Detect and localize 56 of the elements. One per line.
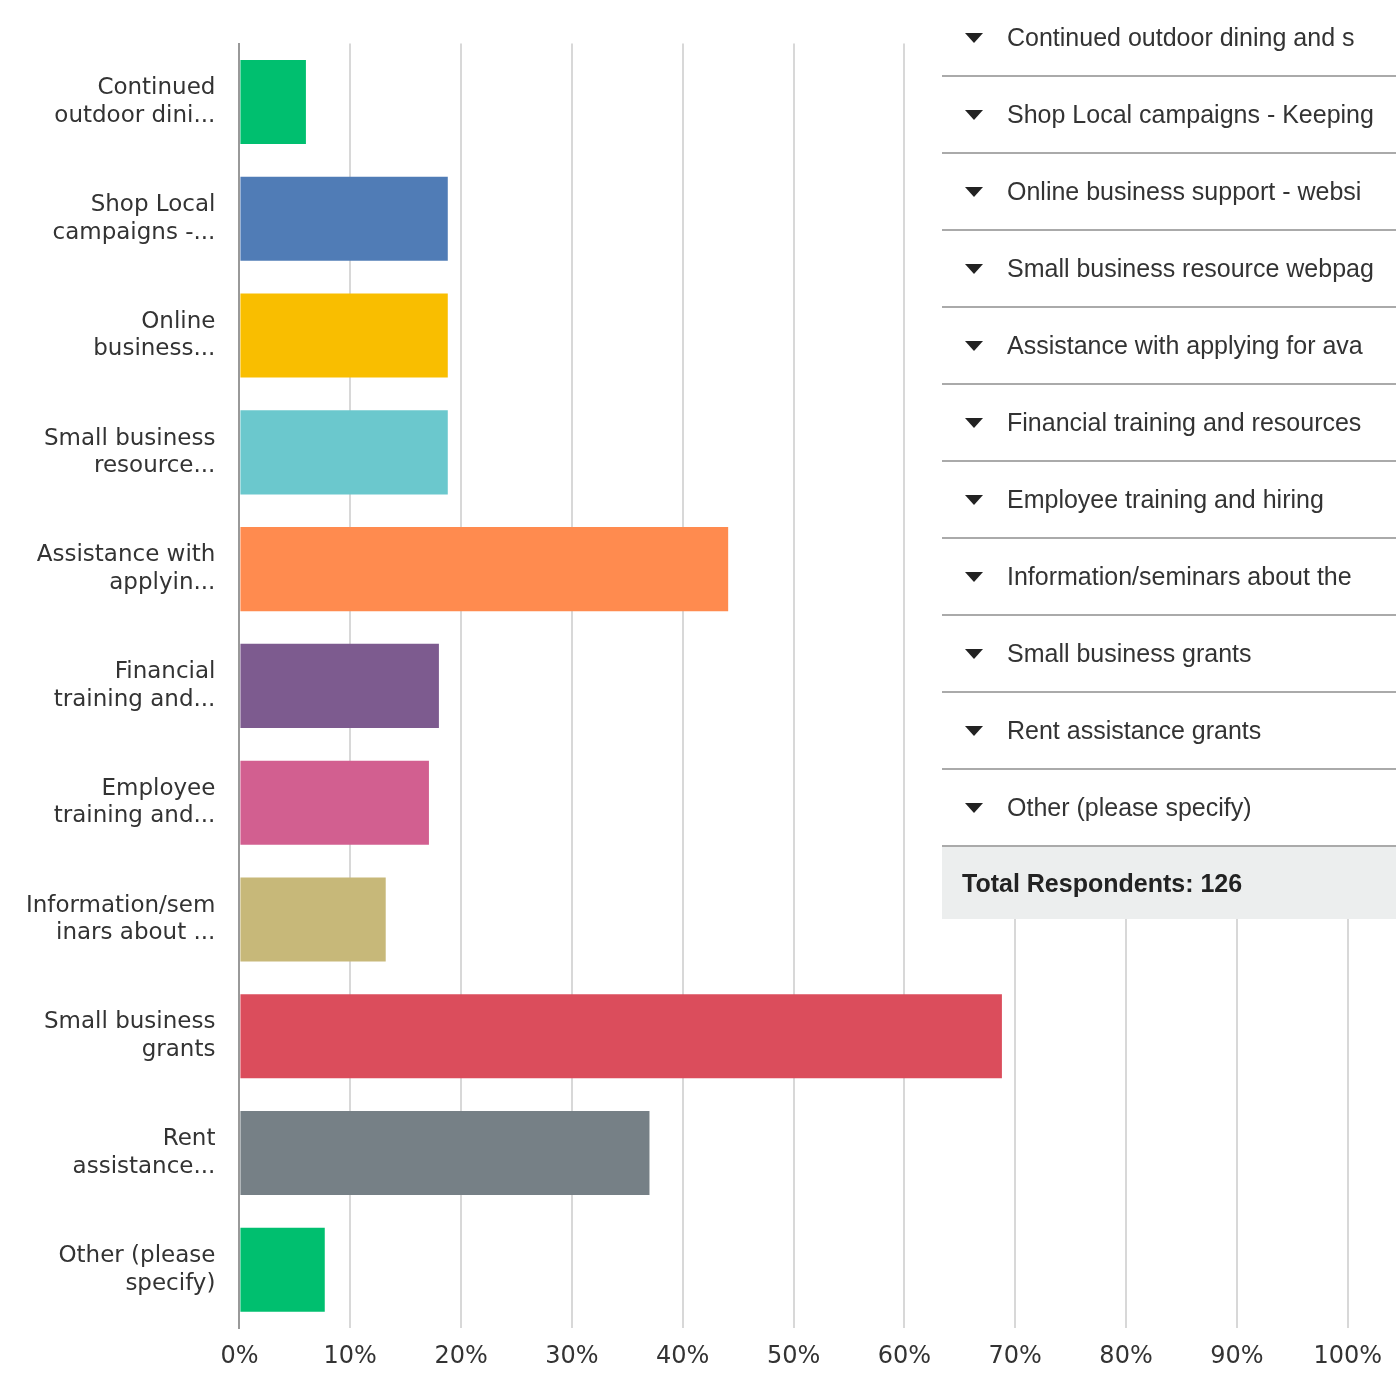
bar xyxy=(240,176,448,261)
table-row: Rent assistance grants xyxy=(942,693,1396,768)
annotation: Financial training and resources xyxy=(1007,408,1362,437)
table-row: Small business grants xyxy=(942,616,1396,691)
bar xyxy=(240,1110,650,1196)
annotation: Small business grants xyxy=(1007,639,1252,668)
x-tick-label: 70% xyxy=(988,1340,1042,1369)
bar xyxy=(240,643,439,728)
x-tick-label: 80% xyxy=(1099,1340,1153,1369)
table-row: Information/seminars about the xyxy=(942,539,1396,614)
y-tick-label: Information/seminars about ... xyxy=(25,890,216,945)
table-row: Continued outdoor dining and s xyxy=(942,0,1396,75)
x-tick-label: 20% xyxy=(434,1340,488,1369)
bar xyxy=(240,994,1002,1079)
table-row: Employee training and hiring xyxy=(942,462,1396,537)
bar xyxy=(240,410,448,495)
bar xyxy=(240,527,729,612)
x-tick-label: 40% xyxy=(656,1340,710,1369)
y-tick-label: Other (please specify) xyxy=(58,1240,216,1295)
bar xyxy=(240,59,306,145)
x-tick-label: 90% xyxy=(1210,1340,1264,1369)
y-tick-label: Rent assistance... xyxy=(72,1124,216,1178)
annotation: Rent assistance grants xyxy=(1007,716,1262,745)
bar xyxy=(240,760,429,845)
x-tick-label: 0% xyxy=(220,1340,259,1369)
table-row: Shop Local campaigns - Keeping xyxy=(942,77,1396,152)
x-tick-label: 60% xyxy=(877,1340,932,1369)
annotation: Assistance with applying for ava xyxy=(1007,331,1363,360)
annotation: Information/seminars about the xyxy=(1007,562,1352,591)
x-tick-label: 30% xyxy=(545,1340,599,1369)
x-tick-label: 50% xyxy=(766,1340,821,1369)
table-row: Assistance with applying for ava xyxy=(942,308,1396,383)
annotation: Continued outdoor dining and s xyxy=(1007,23,1355,52)
y-tick-label: Small business resource... xyxy=(43,423,216,478)
table-row: Financial training and resources xyxy=(942,385,1396,460)
x-tick-label: 100% xyxy=(1313,1340,1383,1369)
y-tick-label: Shop Local campaigns -... xyxy=(52,189,216,244)
x-tick-label: 10% xyxy=(323,1340,377,1369)
table-row: Online business support - websi xyxy=(942,154,1396,229)
annotation: Shop Local campaigns - Keeping xyxy=(1007,100,1374,129)
bar xyxy=(240,293,448,378)
annotation: Employee training and hiring xyxy=(1007,485,1324,514)
annotation: Other (please specify) xyxy=(1007,793,1252,822)
total-row: Total Respondents: 126 xyxy=(942,847,1396,919)
y-tick-label: Small business grants xyxy=(43,1007,216,1062)
y-tick-label: Continued outdoor dini... xyxy=(54,73,216,127)
bar xyxy=(240,1227,325,1312)
bar xyxy=(240,877,386,962)
table-row: Small business resource webpag xyxy=(942,231,1396,306)
annotation: Small business resource webpag xyxy=(1007,254,1374,283)
annotation: Online business support - websi xyxy=(1007,177,1362,206)
table-row: Other (please specify) xyxy=(942,770,1396,845)
y-tick-label: Online business... xyxy=(93,306,216,361)
y-tick-label: Assistance with applyin... xyxy=(36,540,216,594)
y-tick-label: Financial training and... xyxy=(53,657,216,711)
y-tick-label: Employee training and... xyxy=(53,773,216,828)
